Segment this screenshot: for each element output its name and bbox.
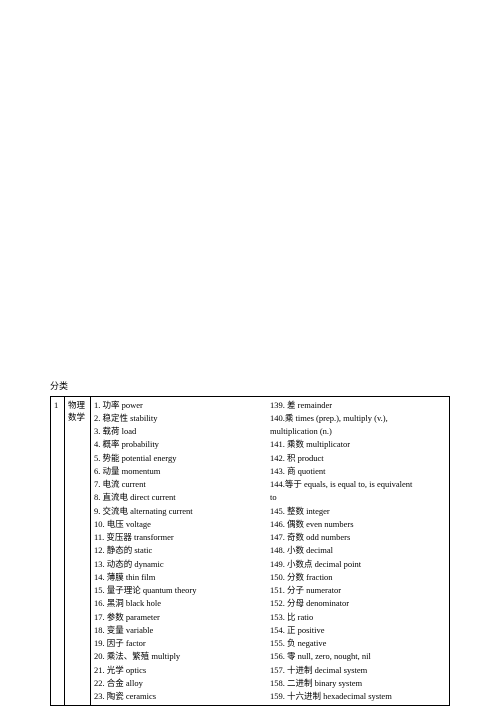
term-right-22: 158. 二进制 binary system [270,677,446,690]
category-line-1: 物理 [68,399,87,412]
term-left-5: 5. 势能 potential energy [94,452,270,465]
term-right-14: 150. 分数 fraction [270,571,446,584]
term-right-4: 141. 乘数 multiplicator [270,438,446,451]
term-right-12: 148. 小数 decimal [270,544,446,557]
term-right-23: 159. 十六进制 hexadecimal system [270,690,446,703]
term-left-16: 16. 黑洞 black hole [94,597,270,610]
term-left-6: 6. 动量 momentum [94,465,270,478]
section-heading: 分类 [50,380,450,394]
term-left-17: 17. 参数 parameter [94,611,270,624]
term-right-1: 139. 差 remainder [270,399,446,412]
page-content: 分类 1 物理 数学 1. 功率 power2. 稳定性 stability3.… [50,380,450,687]
term-left-18: 18. 变量 variable [94,624,270,637]
term-right-18: 154. 正 positive [270,624,446,637]
two-column-layout: 1. 功率 power2. 稳定性 stability3. 载荷 load4. … [94,399,446,704]
term-right-16: 152. 分母 denominator [270,597,446,610]
right-column: 139. 差 remainder140.乘 times (prep.), mul… [270,399,446,704]
term-right-5: 142. 积 product [270,452,446,465]
term-left-4: 4. 概率 probability [94,438,270,451]
term-left-13: 13. 动态的 dynamic [94,558,270,571]
term-left-10: 10. 电压 voltage [94,518,270,531]
category-cell: 物理 数学 [65,396,91,706]
term-left-9: 9. 交流电 alternating current [94,505,270,518]
row-number-cell: 1 [51,396,65,706]
term-right-13: 149. 小数点 decimal point [270,558,446,571]
term-right-20: 156. 零 null, zero, nought, nil [270,650,446,663]
term-right-17: 153. 比 ratio [270,611,446,624]
term-left-12: 12. 静态的 static [94,544,270,557]
left-column: 1. 功率 power2. 稳定性 stability3. 载荷 load4. … [94,399,270,704]
term-left-21: 21. 光学 optics [94,664,270,677]
term-right-7: 144.等于 equals, is equal to, is equivalen… [270,478,446,491]
term-left-15: 15. 量子理论 quantum theory [94,584,270,597]
term-left-22: 22. 合金 alloy [94,677,270,690]
term-left-3: 3. 载荷 load [94,425,270,438]
category-line-2: 数学 [68,411,87,424]
term-left-11: 11. 变压器 transformer [94,531,270,544]
row-number: 1 [54,400,58,410]
term-right-3: multiplication (n.) [270,425,446,438]
term-right-19: 155. 负 negative [270,637,446,650]
term-left-7: 7. 电流 current [94,478,270,491]
vocabulary-table: 1 物理 数学 1. 功率 power2. 稳定性 stability3. 载荷… [50,396,450,707]
term-right-10: 146. 偶数 even numbers [270,518,446,531]
term-left-8: 8. 直流电 direct current [94,491,270,504]
term-left-19: 19. 因子 factor [94,637,270,650]
term-left-2: 2. 稳定性 stability [94,412,270,425]
term-right-9: 145. 整数 integer [270,505,446,518]
term-right-21: 157. 十进制 decimal system [270,664,446,677]
term-left-14: 14. 薄膜 thin film [94,571,270,584]
terms-cell: 1. 功率 power2. 稳定性 stability3. 载荷 load4. … [91,396,450,706]
term-right-2: 140.乘 times (prep.), multiply (v.), [270,412,446,425]
term-left-20: 20. 乘法、繁殖 multiply [94,650,270,663]
term-right-8: to [270,491,446,504]
table-row: 1 物理 数学 1. 功率 power2. 稳定性 stability3. 载荷… [51,396,450,706]
term-left-1: 1. 功率 power [94,399,270,412]
term-right-6: 143. 商 quotient [270,465,446,478]
term-left-23: 23. 陶瓷 ceramics [94,690,270,703]
term-right-11: 147. 奇数 odd numbers [270,531,446,544]
term-right-15: 151. 分子 numerator [270,584,446,597]
